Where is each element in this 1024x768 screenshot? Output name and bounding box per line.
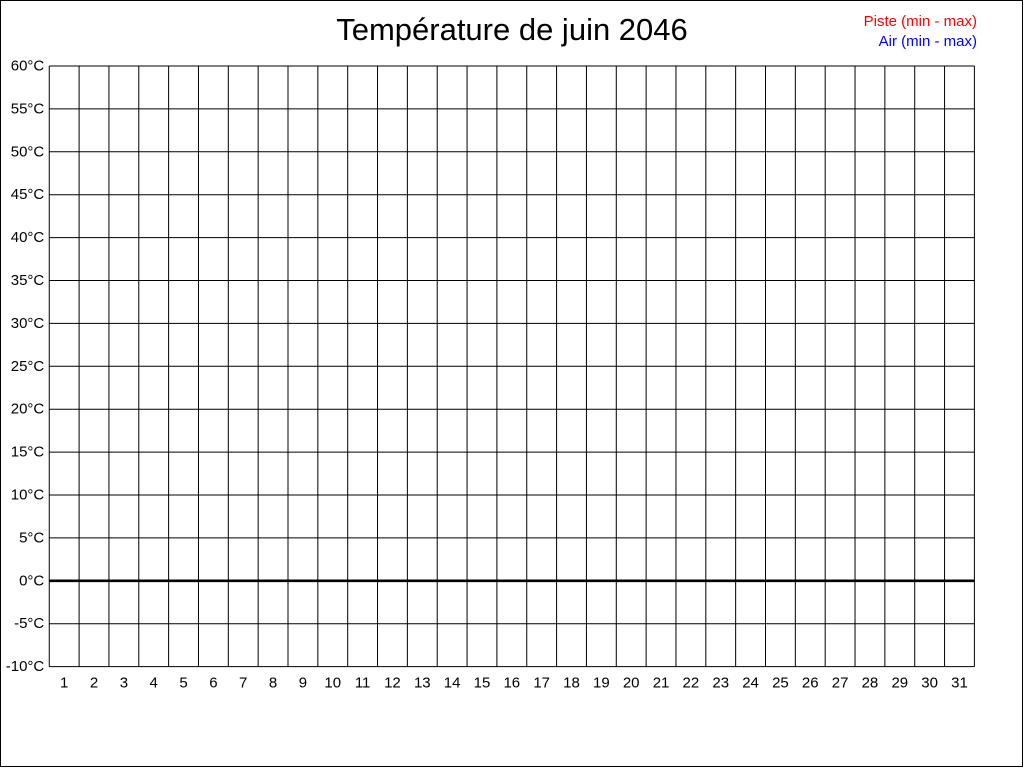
svg-text:-10°C: -10°C [6,658,45,675]
svg-text:5: 5 [179,675,187,692]
svg-text:5°C: 5°C [19,529,44,546]
svg-text:6: 6 [209,675,217,692]
svg-text:60°C: 60°C [11,58,45,75]
svg-text:20°C: 20°C [11,401,45,418]
svg-text:1: 1 [60,675,68,692]
svg-text:24: 24 [742,675,759,692]
svg-text:17: 17 [533,675,550,692]
svg-text:35°C: 35°C [11,272,45,289]
svg-text:10: 10 [324,675,341,692]
svg-text:-5°C: -5°C [14,615,44,632]
svg-text:26: 26 [802,675,819,692]
svg-text:2: 2 [90,675,98,692]
svg-text:29: 29 [891,675,908,692]
svg-text:12: 12 [384,675,401,692]
svg-text:8: 8 [269,675,277,692]
svg-text:15°C: 15°C [11,444,45,461]
svg-text:40°C: 40°C [11,229,45,246]
svg-text:10°C: 10°C [11,487,45,504]
svg-text:15: 15 [474,675,491,692]
svg-text:23: 23 [712,675,729,692]
svg-text:55°C: 55°C [11,100,45,117]
svg-text:0°C: 0°C [19,572,44,589]
svg-text:4: 4 [150,675,158,692]
svg-text:20: 20 [623,675,640,692]
svg-text:11: 11 [355,675,371,692]
svg-text:21: 21 [653,675,670,692]
svg-text:45°C: 45°C [11,186,45,203]
svg-text:31: 31 [951,675,968,692]
svg-text:7: 7 [239,675,247,692]
svg-text:30: 30 [921,675,938,692]
svg-text:30°C: 30°C [11,315,45,332]
svg-text:19: 19 [593,675,610,692]
svg-text:25°C: 25°C [11,358,45,375]
svg-text:22: 22 [683,675,700,692]
svg-text:13: 13 [414,675,431,692]
svg-text:9: 9 [299,675,307,692]
svg-text:25: 25 [772,675,789,692]
svg-text:3: 3 [120,675,128,692]
svg-text:28: 28 [862,675,879,692]
svg-text:14: 14 [444,675,461,692]
svg-text:50°C: 50°C [11,143,45,160]
svg-text:16: 16 [503,675,520,692]
svg-text:18: 18 [563,675,580,692]
svg-text:27: 27 [832,675,849,692]
